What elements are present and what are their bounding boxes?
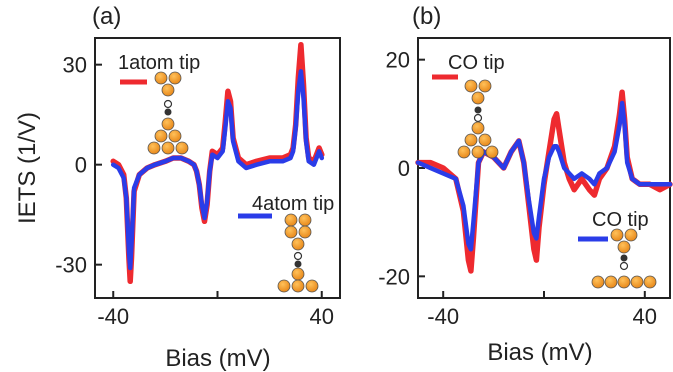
atom-tip-1atom-icon — [147, 71, 189, 155]
panel-a-ytick-label: 30 — [63, 53, 87, 78]
legend-b-2: CO tip — [592, 209, 649, 231]
panel-b-ytick-label: 0 — [398, 156, 410, 181]
legend-a-2: 4atom tip — [252, 193, 334, 215]
legend-b-1: CO tip — [448, 52, 505, 74]
panel-b-label: (b) — [412, 3, 441, 30]
panel-b-plot-area: -40 40 -20 0 20 — [378, 48, 673, 329]
atom-tip-4atom-icon — [277, 213, 319, 293]
panel-a-xtick-label: -40 — [97, 304, 129, 329]
panel-a-ylabel: IETS (1/V) — [14, 112, 41, 224]
panel-b-xtick-label: 40 — [633, 304, 657, 329]
panel-a-xtick-label: 40 — [310, 304, 334, 329]
panel-a-xlabel: Bias (mV) — [165, 345, 270, 372]
co-tip-bottom-icon — [591, 228, 657, 289]
panel-b: (b) -40 40 -20 0 20 CO tip CO tip — [378, 3, 673, 366]
panel-a-ytick-label: 0 — [75, 153, 87, 178]
panel-b-xtick-label: -40 — [427, 304, 459, 329]
panel-b-xlabel: Bias (mV) — [487, 339, 592, 366]
panel-a: (a) -40 40 -30 0 30 1atom tip 4atom tip — [14, 3, 341, 372]
panel-b-ytick-label: -20 — [378, 264, 410, 289]
panel-a-ytick-label: -30 — [55, 253, 87, 278]
panel-a-label: (a) — [92, 3, 121, 30]
co-tip-top-icon — [457, 79, 499, 159]
panel-a-series-blue-line — [110, 69, 325, 271]
panel-b-series-blue-line — [415, 100, 673, 252]
panel-a-plot-area: -40 40 -30 0 30 — [55, 41, 334, 329]
panel-b-ytick-label: 20 — [386, 48, 410, 73]
legend-a-1: 1atom tip — [118, 52, 200, 74]
